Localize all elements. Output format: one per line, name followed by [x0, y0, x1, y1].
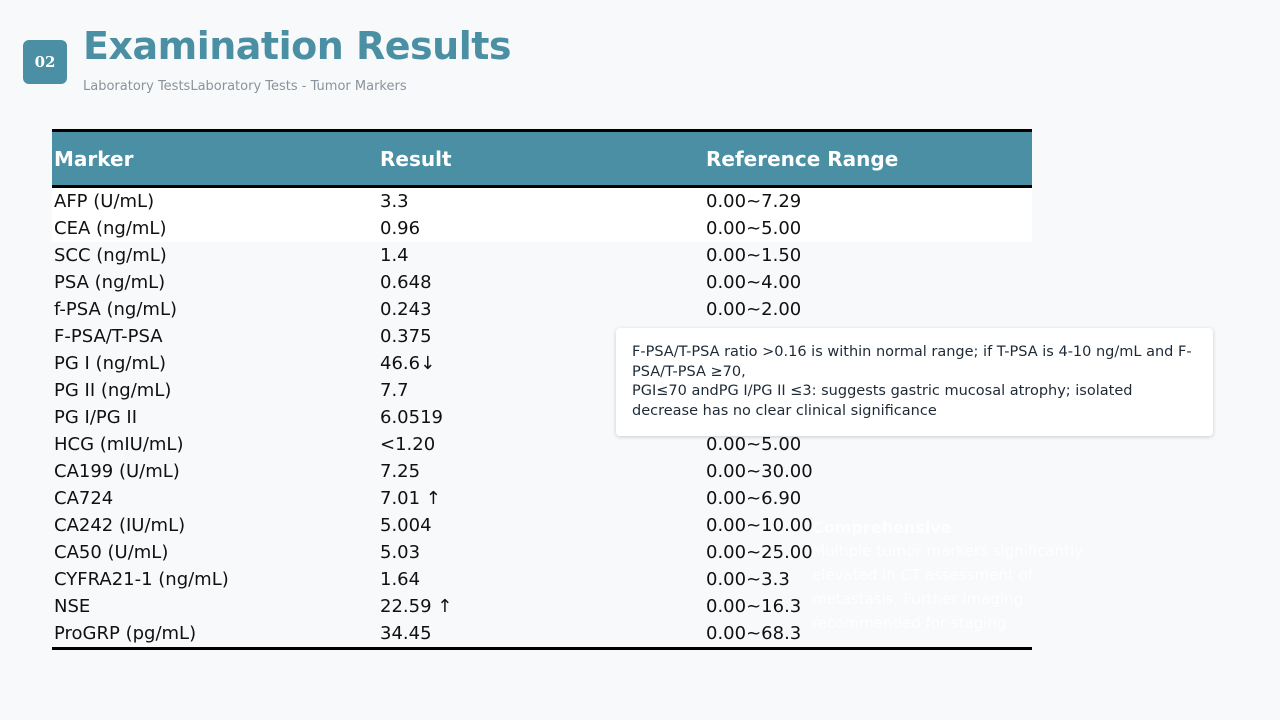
result-cell: 5.03: [378, 539, 704, 566]
assessment-text: Multiple tumor markers significantly ele…: [812, 542, 1084, 632]
section-number-badge: 02: [23, 40, 67, 84]
table-row: CA50 (U/mL) 5.03 0.00~25.00: [52, 539, 1032, 566]
page-title: Examination Results: [83, 24, 512, 68]
range-cell: 0.00~2.00: [704, 296, 1032, 323]
marker-cell: f-PSA (ng/mL): [52, 296, 378, 323]
comprehensive-assessment-panel: Comprehensive Multiple tumor markers sig…: [812, 516, 1092, 635]
marker-cell: PG I/PG II: [52, 404, 378, 431]
table-header-row: Marker Result Reference Range: [52, 130, 1032, 188]
result-cell: 0.96: [378, 215, 704, 242]
result-cell: 3.3: [378, 186, 704, 215]
marker-cell: CA50 (U/mL): [52, 539, 378, 566]
result-cell: 1.4: [378, 242, 704, 269]
marker-cell: PG II (ng/mL): [52, 377, 378, 404]
result-cell: 0.243: [378, 296, 704, 323]
table-row: f-PSA (ng/mL) 0.243 0.00~2.00: [52, 296, 1032, 323]
range-cell: 0.00~6.90: [704, 485, 1032, 512]
range-cell: 0.00~16.3: [704, 593, 1032, 620]
result-cell: 5.004: [378, 512, 704, 539]
marker-cell: PG I (ng/mL): [52, 350, 378, 377]
result-cell: 34.45: [378, 620, 704, 649]
column-header-result: Result: [378, 130, 704, 188]
marker-cell: ProGRP (pg/mL): [52, 620, 378, 649]
result-cell: 22.59 ↑: [378, 593, 704, 620]
result-cell: <1.20: [378, 431, 704, 458]
marker-cell: F-PSA/T-PSA: [52, 323, 378, 350]
table-row: CA242 (IU/mL) 5.004 0.00~10.00: [52, 512, 1032, 539]
marker-cell: CA199 (U/mL): [52, 458, 378, 485]
table-row: CYFRA21-1 (ng/mL) 1.64 0.00~3.3: [52, 566, 1032, 593]
marker-cell: PSA (ng/mL): [52, 269, 378, 296]
range-cell: 0.00~68.3: [704, 620, 1032, 649]
table-row: ProGRP (pg/mL) 34.45 0.00~68.3: [52, 620, 1032, 649]
table-row: CA199 (U/mL) 7.25 0.00~30.00: [52, 458, 1032, 485]
result-cell: 7.25: [378, 458, 704, 485]
range-cell: 0.00~30.00: [704, 458, 1032, 485]
page-subtitle: Laboratory TestsLaboratory Tests - Tumor…: [83, 79, 407, 94]
table-row: SCC (ng/mL) 1.4 0.00~1.50: [52, 242, 1032, 269]
interpretation-note-popup: F-PSA/T-PSA ratio >0.16 is within normal…: [616, 328, 1213, 436]
result-cell: 0.648: [378, 269, 704, 296]
marker-cell: SCC (ng/mL): [52, 242, 378, 269]
range-cell: 0.00~3.3: [704, 566, 1032, 593]
table-row: PSA (ng/mL) 0.648 0.00~4.00: [52, 269, 1032, 296]
range-cell: 0.00~5.00: [704, 215, 1032, 242]
marker-cell: CEA (ng/mL): [52, 215, 378, 242]
result-cell: 7.01 ↑: [378, 485, 704, 512]
note-line-psa: F-PSA/T-PSA ratio >0.16 is within normal…: [632, 344, 1192, 380]
marker-cell: CA724: [52, 485, 378, 512]
range-cell: 0.00~25.00: [704, 539, 1032, 566]
marker-cell: CYFRA21-1 (ng/mL): [52, 566, 378, 593]
marker-cell: HCG (mIU/mL): [52, 431, 378, 458]
table-row: CA724 7.01 ↑ 0.00~6.90: [52, 485, 1032, 512]
column-header-marker: Marker: [52, 130, 378, 188]
marker-cell: NSE: [52, 593, 378, 620]
marker-cell: CA242 (IU/mL): [52, 512, 378, 539]
range-cell: 0.00~1.50: [704, 242, 1032, 269]
marker-cell: AFP (U/mL): [52, 186, 378, 215]
table-row: AFP (U/mL) 3.3 0.00~7.29: [52, 186, 1032, 215]
range-cell: 0.00~10.00: [704, 512, 1032, 539]
assessment-heading: Comprehensive: [812, 518, 952, 537]
range-cell: 0.00~4.00: [704, 269, 1032, 296]
table-row: NSE 22.59 ↑ 0.00~16.3: [52, 593, 1032, 620]
range-cell: 0.00~7.29: [704, 186, 1032, 215]
table-row: CEA (ng/mL) 0.96 0.00~5.00: [52, 215, 1032, 242]
column-header-reference-range: Reference Range: [704, 130, 1032, 188]
note-line-pg: PGI≤70 andPG I/PG II ≤3: suggests gastri…: [632, 383, 1133, 419]
result-cell: 1.64: [378, 566, 704, 593]
